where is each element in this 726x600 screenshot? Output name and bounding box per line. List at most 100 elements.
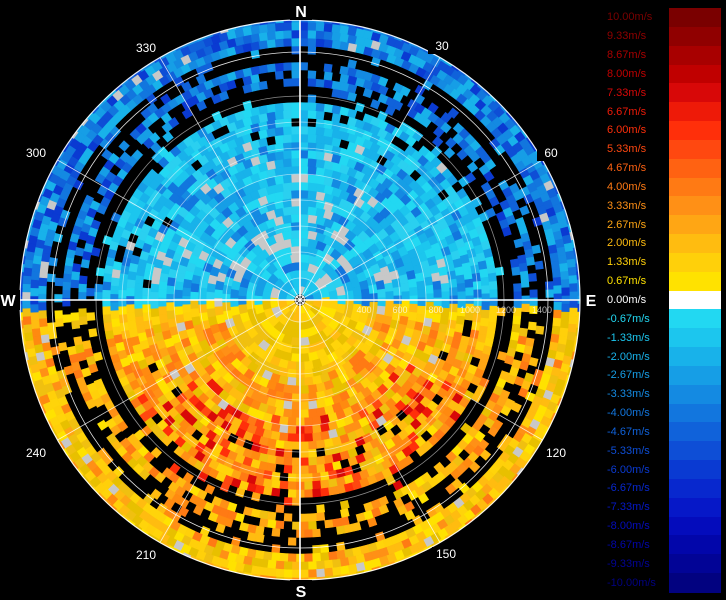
velocity-cell xyxy=(299,69,309,79)
velocity-cell xyxy=(518,262,529,273)
velocity-cell xyxy=(63,329,74,340)
velocity-cell xyxy=(291,173,301,183)
velocity-cell xyxy=(553,301,563,311)
velocity-cell xyxy=(307,189,318,200)
velocity-cell xyxy=(521,303,531,313)
velocity-cell xyxy=(323,87,334,97)
velocity-cell xyxy=(327,543,338,553)
velocity-cell xyxy=(291,521,301,531)
scale-swatch xyxy=(669,139,721,160)
velocity-cell xyxy=(495,266,505,277)
velocity-cell xyxy=(291,141,301,151)
velocity-cell xyxy=(552,317,562,328)
velocity-cell xyxy=(274,520,285,530)
velocity-cell xyxy=(299,141,309,151)
velocity-cell xyxy=(299,561,309,571)
velocity-cell xyxy=(392,286,403,297)
velocity-cell xyxy=(311,552,322,563)
velocity-cell xyxy=(46,272,56,283)
degree-label-bg xyxy=(132,548,160,563)
azimuth-spoke xyxy=(299,299,543,441)
velocity-cell xyxy=(502,262,513,273)
velocity-cell xyxy=(110,317,121,328)
velocity-cell xyxy=(319,544,330,554)
velocity-cell xyxy=(282,133,293,144)
velocity-cell xyxy=(299,77,309,87)
velocity-cell xyxy=(174,280,184,291)
velocity-cell xyxy=(511,323,521,334)
velocity-cell xyxy=(22,315,32,326)
velocity-cell xyxy=(307,408,318,419)
velocity-cell xyxy=(291,69,301,79)
velocity-cell xyxy=(560,311,571,321)
degree-label-bg xyxy=(428,39,456,54)
velocity-cell xyxy=(279,544,289,555)
velocity-cell xyxy=(291,149,301,159)
velocity-cell xyxy=(315,560,326,570)
velocity-cell xyxy=(291,513,301,523)
velocity-cell xyxy=(287,489,297,499)
velocity-cell xyxy=(134,315,145,326)
velocity-cell xyxy=(262,551,273,561)
velocity-cell xyxy=(245,299,256,310)
velocity-cell xyxy=(315,134,326,145)
scale-label: 10.00m/s xyxy=(607,11,653,24)
velocity-cell xyxy=(299,569,309,579)
velocity-cell xyxy=(360,288,371,299)
velocity-cell xyxy=(79,323,89,334)
velocity-cell xyxy=(311,432,322,442)
scale-swatch xyxy=(669,8,721,28)
velocity-cell xyxy=(299,344,310,355)
scale-swatch xyxy=(669,328,721,348)
velocity-cell xyxy=(505,287,515,297)
velocity-cell xyxy=(54,317,64,328)
velocity-cell xyxy=(110,276,120,287)
velocity-cell xyxy=(479,317,490,328)
scale-swatch xyxy=(669,478,721,499)
velocity-cell xyxy=(258,39,269,50)
radar-ppi-display: 400 600 800 1000 1200 1400 306012015021024030… xyxy=(0,4,597,600)
velocity-cell xyxy=(69,287,79,297)
velocity-cell xyxy=(45,297,55,307)
velocity-cell xyxy=(315,86,326,96)
scale-label: 3.33m/s xyxy=(607,199,647,212)
scale-label: 2.00m/s xyxy=(607,237,647,250)
velocity-cell xyxy=(266,54,277,65)
velocity-cell xyxy=(21,307,31,317)
velocity-cell xyxy=(282,165,293,176)
velocity-cell xyxy=(289,261,301,272)
velocity-cell xyxy=(283,53,293,63)
velocity-cell xyxy=(569,283,579,293)
velocity-cell xyxy=(315,94,326,104)
velocity-cell xyxy=(307,173,318,184)
velocity-cell xyxy=(311,544,321,555)
velocity-cell xyxy=(266,38,277,49)
velocity-cell xyxy=(417,289,427,299)
velocity-cell xyxy=(439,315,450,326)
velocity-cell xyxy=(331,47,342,58)
velocity-cell xyxy=(535,268,546,279)
velocity-cell xyxy=(319,527,330,538)
velocity-cell xyxy=(299,409,309,419)
velocity-cell xyxy=(568,274,578,285)
velocity-cell xyxy=(315,46,326,56)
velocity-cell xyxy=(291,561,301,571)
velocity-cell xyxy=(307,37,317,47)
velocity-cell xyxy=(213,288,223,299)
velocity-cell xyxy=(283,521,293,531)
velocity-cell xyxy=(327,526,338,537)
velocity-cell xyxy=(559,327,569,338)
range-label: 800 xyxy=(428,305,443,315)
velocity-cell xyxy=(543,321,554,332)
velocity-cell xyxy=(270,552,281,562)
velocity-cell xyxy=(39,260,50,271)
velocity-cell xyxy=(282,109,293,120)
velocity-cell xyxy=(503,319,514,330)
velocity-cell xyxy=(86,319,97,330)
velocity-cell xyxy=(29,303,39,313)
scale-swatch xyxy=(669,158,721,179)
velocity-cell xyxy=(133,307,144,318)
velocity-cell xyxy=(165,301,175,311)
velocity-cell xyxy=(274,62,285,72)
velocity-cell xyxy=(331,55,342,66)
